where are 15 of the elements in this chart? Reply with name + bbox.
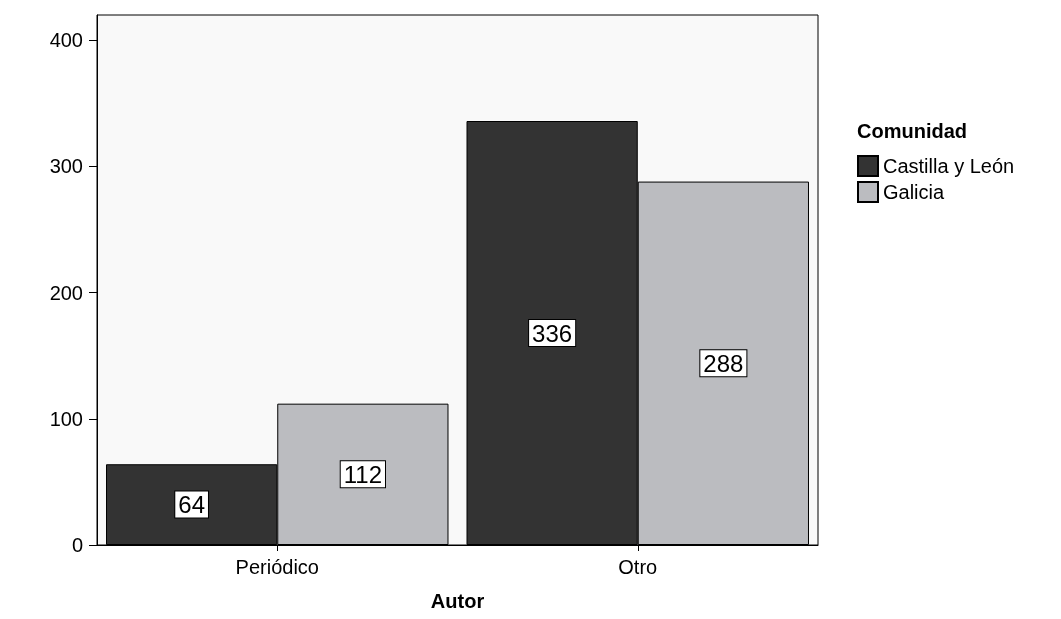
y-tick-label: 100	[49, 407, 83, 430]
data-label: 288	[703, 349, 744, 377]
y-tick-label: 400	[49, 29, 83, 52]
data-label: 112	[343, 460, 382, 488]
legend-title: Comunidad	[857, 120, 967, 142]
x-axis-title: Autor	[430, 590, 485, 612]
y-tick-label: 200	[49, 281, 83, 304]
x-tick-label: Otro	[618, 556, 658, 578]
data-label: 64	[178, 491, 205, 519]
legend-label: Galicia	[883, 181, 946, 203]
x-tick-label: Periódico	[235, 556, 319, 578]
legend-label: Castilla y León	[883, 155, 1015, 177]
y-tick-label: 300	[49, 155, 83, 178]
y-tick-label: 0	[71, 534, 83, 556]
data-label: 336	[532, 319, 573, 347]
